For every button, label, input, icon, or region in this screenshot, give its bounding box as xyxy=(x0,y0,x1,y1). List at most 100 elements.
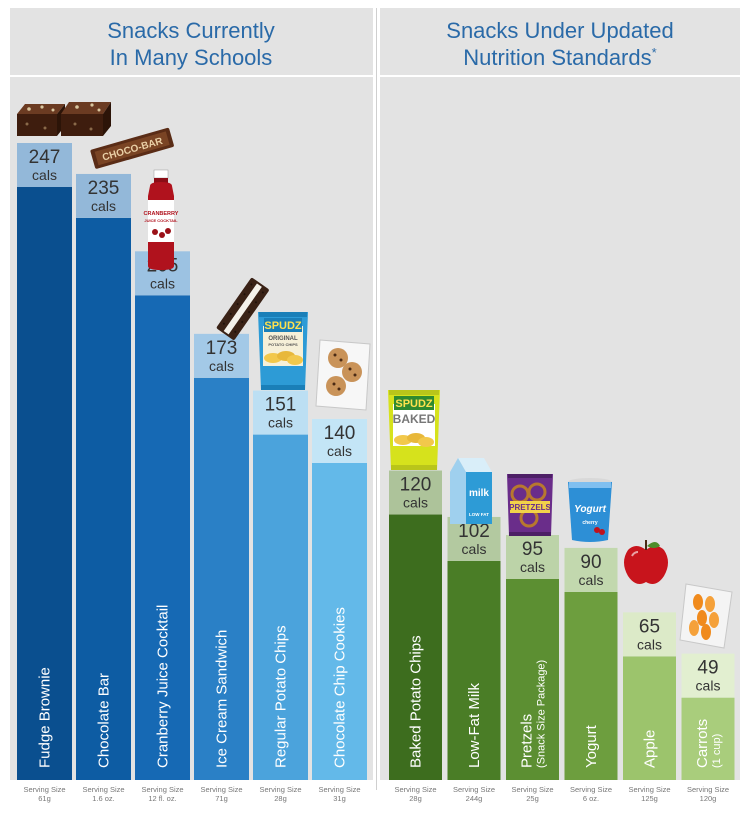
serving-size-value: 31g xyxy=(333,794,346,803)
value-tag xyxy=(681,653,735,698)
category-label: Yogurt xyxy=(583,724,600,768)
left-panel-title-line-1: Snacks Currently xyxy=(107,18,275,43)
serving-size-label: Serving Size xyxy=(453,785,495,794)
serving-size-label: Serving Size xyxy=(687,785,729,794)
unit-label: cals xyxy=(637,636,662,652)
category-label: Low-Fat Milk xyxy=(466,682,483,768)
value-label: 173 xyxy=(206,338,238,359)
category-label: Pretzels xyxy=(519,714,536,768)
unit-label: cals xyxy=(91,198,116,214)
value-label: 235 xyxy=(88,178,120,199)
serving-size-value: 71g xyxy=(215,794,228,803)
bar xyxy=(447,560,501,780)
value-label: 95 xyxy=(522,539,543,560)
value-tag xyxy=(447,516,501,561)
milk-carton-text: milk xyxy=(469,488,489,499)
category-label: Apple xyxy=(642,730,659,768)
right-panel-title-asterisk: * xyxy=(652,45,657,60)
category-label: Chocolate Chip Cookies xyxy=(332,607,349,768)
juice-sub-text: JUICE COCKTAIL xyxy=(144,218,178,223)
pretzels-bag-icon: PRETZELS xyxy=(507,474,553,536)
serving-size-label: Serving Size xyxy=(23,785,65,794)
serving-size-label: Serving Size xyxy=(141,785,183,794)
potato-chips-icon: SPUDZ ORIGINAL POTATO CHIPS xyxy=(258,312,308,390)
category-label: Ice Cream Sandwich xyxy=(214,630,231,768)
potato-chips-brand-text: SPUDZ xyxy=(264,320,302,332)
value-tag xyxy=(564,547,618,592)
bar xyxy=(194,377,249,780)
value-label: 49 xyxy=(697,658,718,679)
value-tag xyxy=(194,333,249,378)
bar xyxy=(506,579,559,780)
serving-size-value: 12 fl. oz. xyxy=(148,794,176,803)
baked-chips-brand-text: SPUDZ xyxy=(395,398,433,410)
bar xyxy=(253,434,308,780)
category-subnote: (Snack Size Package) xyxy=(536,660,548,768)
value-tag xyxy=(253,390,308,435)
value-label: 65 xyxy=(639,616,660,637)
right-panel-title-line-1: Snacks Under Updated xyxy=(446,18,673,43)
value-label: 140 xyxy=(324,423,356,444)
value-label: 90 xyxy=(580,552,601,573)
serving-size-label: Serving Size xyxy=(511,785,553,794)
serving-size-value: 244g xyxy=(466,794,483,803)
serving-size-label: Serving Size xyxy=(200,785,242,794)
unit-label: cals xyxy=(32,167,57,183)
baked-chips-line1-text: BAKED xyxy=(393,412,436,426)
potato-chips-line1-text: ORIGINAL xyxy=(268,336,298,342)
right-panel-title-line-2-text: Nutrition Standards xyxy=(463,45,651,70)
value-tag xyxy=(312,418,367,463)
yogurt-cup-sub-text: cherry xyxy=(582,520,598,526)
serving-size-value: 6 oz. xyxy=(583,794,599,803)
value-tag xyxy=(76,173,131,218)
serving-size-label: Serving Size xyxy=(259,785,301,794)
bar xyxy=(623,656,676,780)
bar xyxy=(76,217,131,780)
cranberry-juice-icon: CRANBERRY JUICE COCKTAIL xyxy=(144,169,179,270)
carrots-bag-icon xyxy=(679,583,733,649)
value-label: 102 xyxy=(458,521,490,542)
category-label: Baked Potato Chips xyxy=(408,635,425,768)
unit-label: cals xyxy=(520,559,545,575)
value-tag xyxy=(17,143,72,187)
cookies-bag-icon xyxy=(315,339,371,411)
category-label: Cranberry Juice Cocktail xyxy=(155,605,172,768)
category-label: Regular Potato Chips xyxy=(273,625,290,768)
serving-size-value: 120g xyxy=(700,794,717,803)
serving-size-label: Serving Size xyxy=(570,785,612,794)
category-label: Chocolate Bar xyxy=(96,673,113,768)
value-label: 247 xyxy=(29,147,61,168)
value-label: 151 xyxy=(265,395,297,416)
serving-size-value: 1.6 oz. xyxy=(92,794,115,803)
bar xyxy=(135,295,190,780)
category-subnote: (1 cup) xyxy=(711,734,723,768)
serving-size-value: 28g xyxy=(274,794,287,803)
value-label: 120 xyxy=(400,475,432,496)
value-tag xyxy=(389,470,442,515)
bar xyxy=(681,697,735,780)
bar xyxy=(17,187,72,780)
unit-label: cals xyxy=(403,495,428,511)
serving-size-value: 61g xyxy=(38,794,51,803)
unit-label: cals xyxy=(462,541,487,557)
bar xyxy=(389,514,442,780)
baked-chips-icon: SPUDZ BAKED xyxy=(388,390,440,470)
bar xyxy=(564,591,618,780)
potato-chips-line2-text: POTATO CHIPS xyxy=(268,342,298,347)
serving-size-label: Serving Size xyxy=(318,785,360,794)
icons-layer: CHOCO-BAR CRANBERRY JUICE COCKTAIL xyxy=(17,102,733,649)
unit-label: cals xyxy=(209,358,234,374)
serving-size-value: 25g xyxy=(526,794,539,803)
category-label: Carrots xyxy=(694,719,711,768)
serving-size-label: Serving Size xyxy=(628,785,670,794)
